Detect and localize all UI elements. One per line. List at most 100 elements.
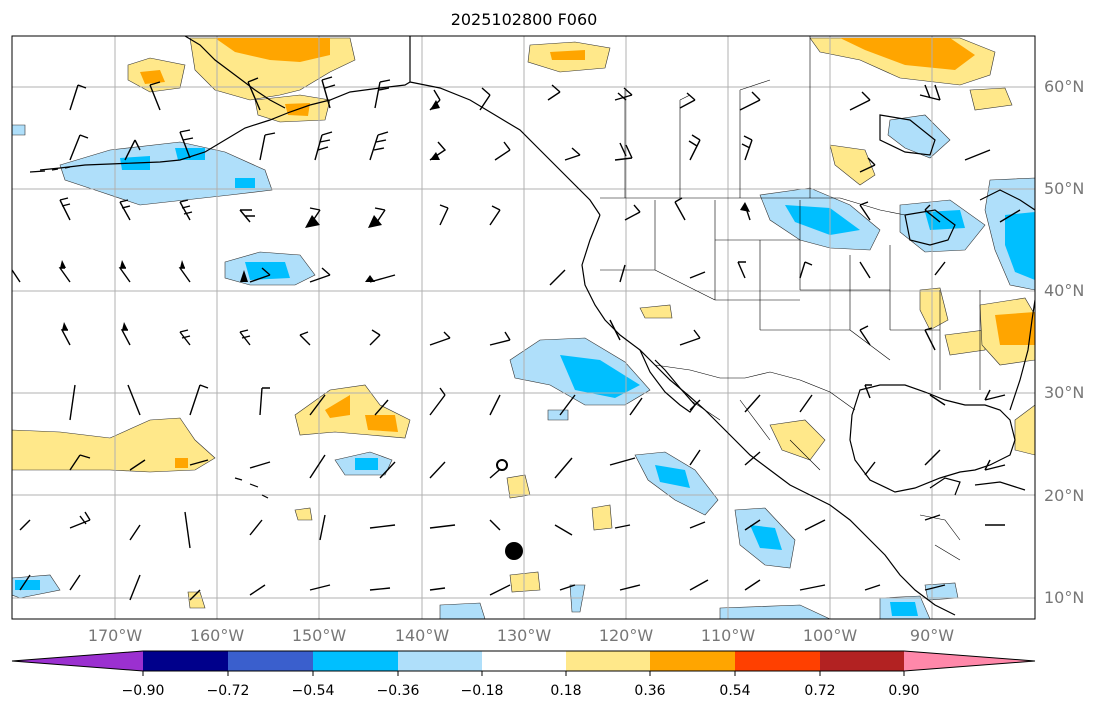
positive-anomaly-core [840,38,975,70]
negative-anomaly-core [15,580,40,590]
gridlines [12,36,1035,619]
coastlines [29,36,1035,616]
negative-anomaly-region [887,114,951,159]
negative-anomaly-core [245,262,290,280]
east-coast [1009,299,1035,411]
negative-anomaly-core [235,178,255,188]
latitude-label: 50°N [1044,179,1085,198]
hawaii-islands [234,477,269,499]
mexico-state-borders [689,399,821,471]
wind-barbs [12,76,1021,601]
map-title: 2025102800 F060 [450,10,598,29]
negative-anomaly-region [719,604,831,619]
positive-anomaly-region [919,287,949,331]
positive-anomaly-region [12,417,216,473]
colorbar-segment [398,651,482,671]
longitude-label: 100°W [802,626,858,645]
positive-anomaly-region [509,571,541,593]
canada-province-borders [624,36,811,198]
positive-anomaly-core [365,415,398,432]
longitude-label: 90°W [909,626,955,645]
colorbar-tick-label: −0.90 [121,683,165,699]
colorbar-tick-label: 0.18 [550,683,582,699]
positive-anomaly-core [140,70,165,84]
latitude-label: 30°N [1044,383,1085,402]
hudson-bay [879,114,936,156]
colorbar-tick-label: 0.90 [888,683,920,699]
positive-anomaly-core [995,312,1035,345]
longitude-label: 120°W [598,626,654,645]
colorbar-segment [650,651,735,671]
aleutian-islands [29,166,71,173]
colorbar-tick-label: −0.36 [376,683,420,699]
filled-circle-marker [505,542,523,560]
positive-anomaly-core [550,50,585,60]
negative-anomaly-core [175,148,205,160]
colorbar-segment [820,651,904,671]
colorbar-tick-label: −0.72 [206,683,250,699]
colorbar [11,650,1036,676]
map-frame [11,35,1036,620]
latitude-label: 10°N [1044,588,1085,607]
us-west-coast [581,214,956,616]
central-america-borders [919,514,961,561]
longitude-label: 140°W [394,626,450,645]
colorbar-extend-low [12,651,143,671]
colorbar-segment [566,651,650,671]
cuba [974,481,1026,491]
negative-anomaly-region [547,409,569,421]
negative-anomaly-region [12,124,26,136]
positive-anomaly-region [187,591,206,609]
positive-anomaly-region [294,507,313,521]
negative-anomaly-core [655,465,690,488]
alaska-west-coast [184,36,286,109]
longitude-label: 110°W [700,626,756,645]
great-lakes [904,209,956,246]
negative-anomaly-core [890,602,918,616]
longitude-label: 130°W [496,626,552,645]
alaska-coast [39,36,411,171]
positive-anomaly-core [215,38,330,62]
colorbar-extend-high [904,651,1035,671]
latitude-label: 20°N [1044,486,1085,505]
political-borders [409,36,981,561]
colorbar-tick-label: 0.54 [719,683,751,699]
positive-anomaly-region [969,87,1013,111]
gulf-of-mexico-coast [849,384,1016,493]
colorbar-segment [482,651,566,671]
latitude-label: 60°N [1044,77,1085,96]
negative-anomaly-core [355,458,378,470]
colorbar-segment [228,651,313,671]
yucatan [929,477,961,496]
canada-northeast-coast [979,189,1035,211]
colorbar-segment [313,651,398,671]
colorbar-segment [143,651,228,671]
colorbar-tick-label: 0.72 [804,683,836,699]
colorbar-tick-label: 0.36 [634,683,666,699]
latitude-label: 40°N [1044,281,1085,300]
positive-anomaly-region [829,144,876,186]
colorbar-tick-label: −0.54 [291,683,335,699]
colorbar-segment [735,651,820,671]
panhandle-coast [409,81,601,216]
negative-anomaly-core [1005,212,1035,280]
positive-anomaly-core [175,458,188,468]
colorbar-ticks [142,671,905,676]
negative-anomaly-core [785,205,860,235]
negative-anomaly-core [925,210,965,230]
negative-anomaly-core [750,525,782,550]
colorbar-tick-label: −0.18 [460,683,504,699]
positive-anomaly-region [639,304,673,319]
us-mexico-border [654,364,856,411]
us-canada-border [600,197,906,216]
positive-anomaly-core [325,395,350,418]
positive-anomaly-region [591,504,613,531]
longitude-label: 150°W [291,626,347,645]
negative-anomaly-core [560,355,640,398]
baja-california [639,349,696,413]
open-circle-marker [496,459,508,471]
negative-anomaly-region [439,602,486,619]
longitude-label: 170°W [87,626,143,645]
longitude-label: 160°W [189,626,245,645]
